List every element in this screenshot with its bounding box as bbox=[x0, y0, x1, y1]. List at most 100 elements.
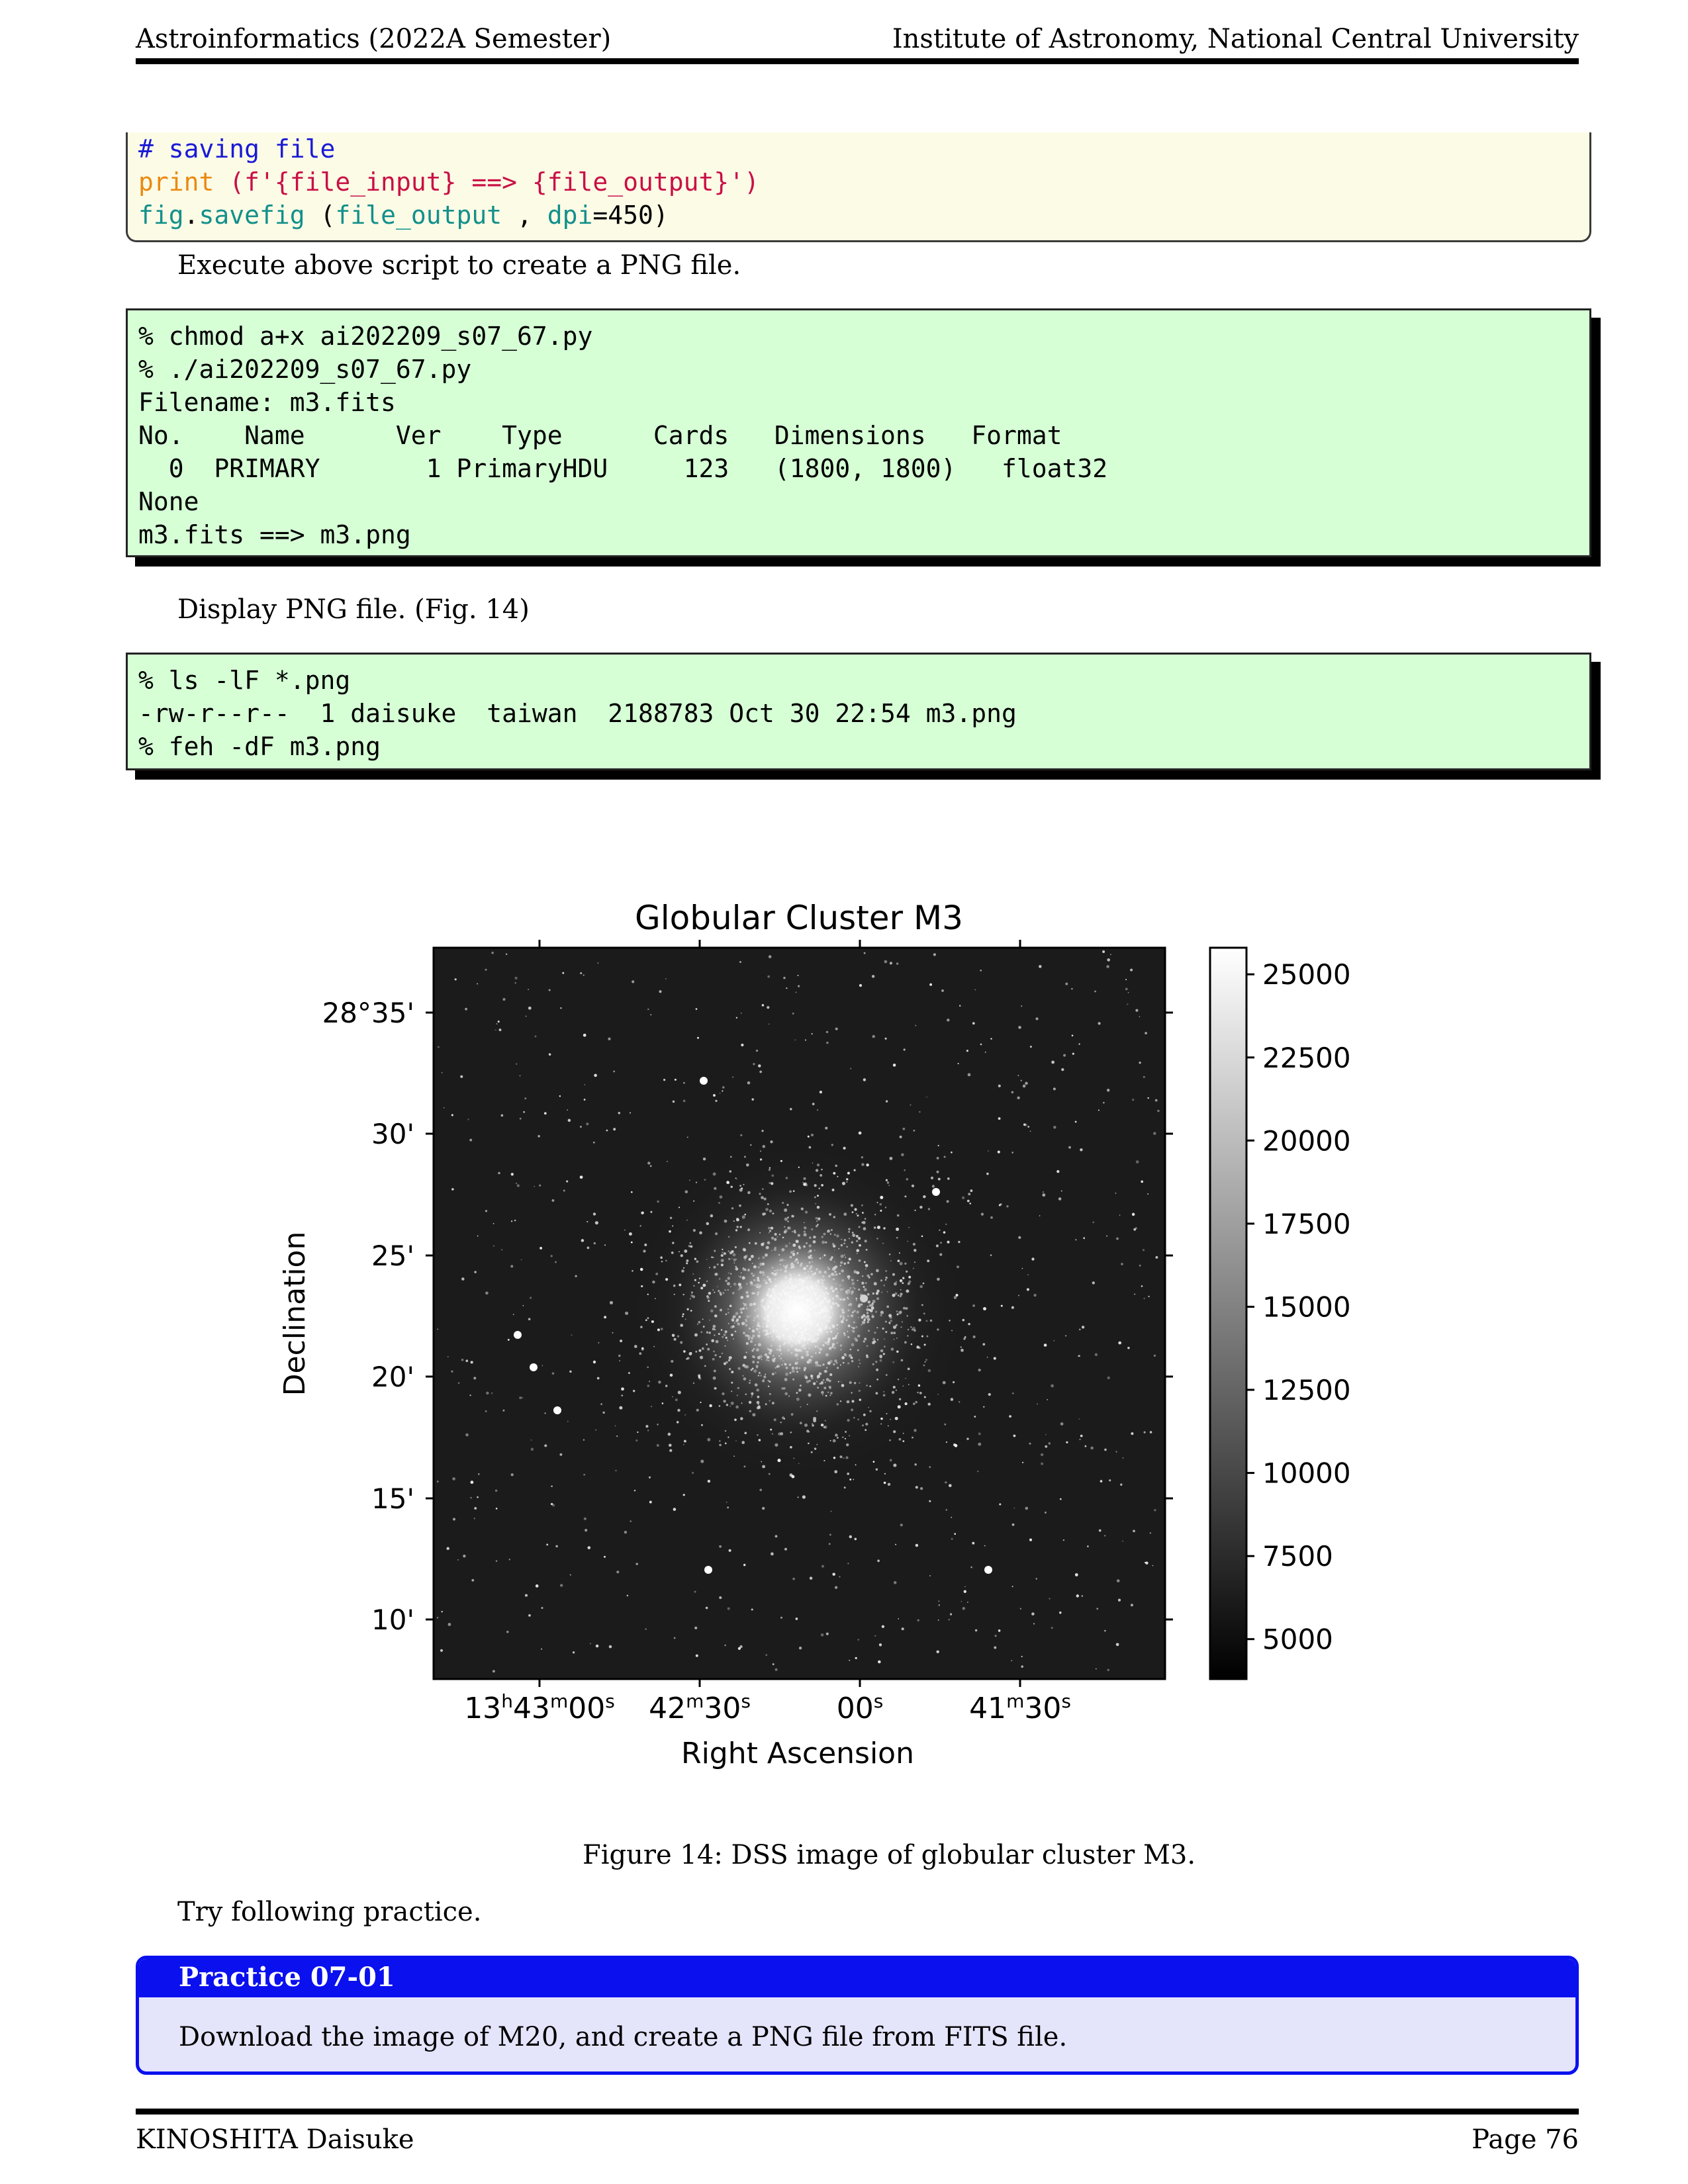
star bbox=[1072, 1052, 1074, 1055]
star bbox=[647, 1161, 651, 1165]
ra-unit-m: m bbox=[550, 1690, 568, 1712]
star bbox=[512, 1314, 514, 1316]
star bbox=[938, 1604, 941, 1606]
star bbox=[819, 1091, 822, 1094]
star bbox=[1078, 1355, 1080, 1357]
cluster-star bbox=[651, 1406, 653, 1408]
star bbox=[1031, 1257, 1035, 1261]
star bbox=[1011, 1152, 1013, 1154]
star bbox=[569, 1574, 571, 1576]
cluster-star bbox=[913, 1129, 915, 1132]
cluster-star bbox=[686, 1136, 688, 1138]
star bbox=[972, 1022, 975, 1025]
star bbox=[477, 1235, 479, 1237]
ra-unit-m: m bbox=[1006, 1690, 1024, 1712]
star bbox=[645, 1628, 647, 1630]
star bbox=[892, 1064, 896, 1067]
star bbox=[548, 989, 551, 991]
star bbox=[1141, 1285, 1143, 1287]
star bbox=[898, 1618, 900, 1619]
cluster-star bbox=[969, 1203, 971, 1205]
star bbox=[507, 1338, 510, 1341]
star bbox=[962, 1607, 965, 1610]
star bbox=[583, 1473, 585, 1476]
cluster-star bbox=[700, 1459, 704, 1463]
star bbox=[986, 1172, 989, 1175]
bright-star bbox=[704, 1566, 712, 1574]
star bbox=[486, 1391, 489, 1395]
star bbox=[1011, 1660, 1013, 1662]
star bbox=[551, 1199, 555, 1202]
star bbox=[774, 1535, 778, 1538]
cluster-star bbox=[683, 1443, 684, 1445]
terminal-line: No. Name Ver Type Cards Dimensions Forma… bbox=[138, 421, 1062, 450]
star bbox=[820, 1633, 824, 1637]
star bbox=[728, 1549, 731, 1552]
star bbox=[1147, 1097, 1149, 1099]
cluster-star bbox=[639, 1225, 641, 1227]
star bbox=[1026, 1288, 1029, 1291]
cluster-star bbox=[983, 1307, 986, 1310]
star bbox=[571, 1334, 573, 1336]
star bbox=[1133, 1228, 1137, 1231]
star bbox=[986, 1356, 988, 1358]
star bbox=[446, 1547, 449, 1551]
header-left: Astroinformatics (2022A Semester) bbox=[136, 24, 612, 54]
star bbox=[988, 1150, 989, 1152]
ra-tick-minutes: 42 bbox=[649, 1692, 686, 1725]
star bbox=[966, 1601, 968, 1603]
star bbox=[457, 1382, 460, 1384]
star bbox=[586, 1220, 588, 1223]
star bbox=[863, 1078, 867, 1081]
star bbox=[945, 1481, 947, 1484]
star bbox=[524, 1594, 528, 1597]
star bbox=[1006, 1205, 1009, 1208]
star bbox=[539, 1246, 543, 1250]
star bbox=[968, 1193, 971, 1196]
code-separator: , bbox=[502, 201, 547, 230]
star bbox=[855, 1657, 857, 1660]
star bbox=[494, 1489, 498, 1492]
star bbox=[765, 1654, 768, 1657]
star bbox=[1145, 1561, 1149, 1565]
star bbox=[1042, 1193, 1046, 1197]
star bbox=[440, 1649, 444, 1652]
star bbox=[1066, 1441, 1068, 1443]
star bbox=[964, 1586, 966, 1588]
cluster-star bbox=[650, 1210, 653, 1213]
star bbox=[751, 1608, 753, 1611]
ra-unit-s: s bbox=[741, 1690, 751, 1712]
terminal-line: m3.fits ==> m3.png bbox=[138, 520, 411, 549]
code-savefig-function: savefig bbox=[199, 201, 305, 230]
dec-tick-label: 10' bbox=[371, 1604, 414, 1636]
star bbox=[1027, 1274, 1029, 1276]
star bbox=[566, 1180, 569, 1183]
terminal-line: % ls -lF *.png bbox=[138, 666, 351, 695]
star bbox=[1078, 1418, 1080, 1420]
star bbox=[629, 1112, 632, 1114]
star bbox=[755, 1050, 759, 1052]
colorbar-tick-label: 10000 bbox=[1262, 1457, 1351, 1490]
star bbox=[884, 1037, 887, 1040]
star bbox=[1154, 1509, 1156, 1512]
dec-tick-label: 30' bbox=[371, 1118, 414, 1150]
star bbox=[1122, 1540, 1123, 1542]
cluster-star bbox=[980, 1212, 984, 1216]
star bbox=[523, 1111, 526, 1113]
star bbox=[771, 1552, 774, 1556]
star bbox=[1021, 1267, 1023, 1269]
star bbox=[858, 1131, 862, 1135]
star bbox=[473, 1518, 475, 1520]
star bbox=[1065, 982, 1068, 985]
star bbox=[543, 1112, 547, 1115]
star bbox=[1147, 1193, 1149, 1195]
star bbox=[541, 1365, 543, 1367]
practice-body: Download the image of M20, and create a … bbox=[179, 2022, 1068, 2052]
star bbox=[697, 1036, 699, 1039]
cluster-star bbox=[618, 1354, 621, 1357]
star bbox=[1107, 1668, 1109, 1672]
star bbox=[767, 1006, 770, 1009]
star bbox=[990, 1038, 992, 1040]
star bbox=[751, 1098, 754, 1101]
star bbox=[743, 1563, 746, 1567]
